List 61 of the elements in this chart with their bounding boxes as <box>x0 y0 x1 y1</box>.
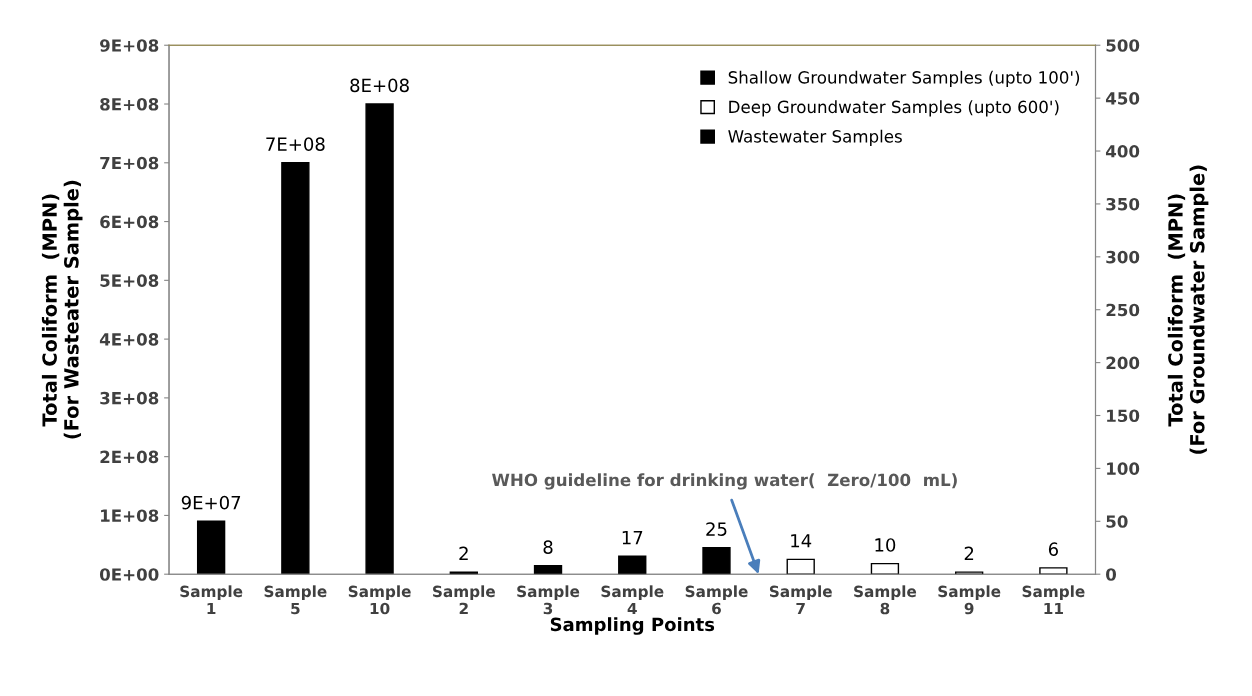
x-tick-label: Sample 4 <box>601 585 664 615</box>
bar <box>618 555 647 575</box>
bar <box>365 103 394 575</box>
data-label: 17 <box>622 530 643 545</box>
legend-label: Shallow Groundwater Samples (upto 100') <box>728 70 1080 87</box>
x-axis-title: Sampling Points <box>550 617 715 635</box>
y-tick-label: 4E+08 <box>99 333 159 346</box>
bar <box>1039 567 1068 575</box>
x-tick-label: Sample 10 <box>348 585 411 615</box>
x-tick-label: Sample 3 <box>517 585 580 615</box>
data-label: 8 <box>543 540 553 554</box>
y2-tick-label: 0 <box>1106 568 1117 581</box>
data-label: 9E+07 <box>181 495 241 510</box>
y2-tick-label: 400 <box>1105 144 1140 158</box>
legend-label: Deep Groundwater Samples (upto 600') <box>729 100 1059 117</box>
data-label: 6 <box>1048 542 1058 557</box>
x-tick-label: Sample 9 <box>938 585 1001 615</box>
y-tick-label: 3E+08 <box>100 391 159 405</box>
bar <box>533 565 563 575</box>
y2-tick-label: 500 <box>1106 39 1140 52</box>
y-tick-label: 1E+08 <box>101 509 159 522</box>
y-tick-label: 0E+00 <box>99 568 159 581</box>
data-label: 2 <box>964 546 974 560</box>
data-label: 14 <box>791 534 812 548</box>
data-label: 2 <box>459 546 468 560</box>
x-tick-label: Sample 6 <box>685 585 748 615</box>
bar <box>870 562 900 575</box>
y-tick-label: 9E+08 <box>100 39 159 52</box>
y2-tick-label: 300 <box>1106 250 1140 264</box>
x-tick-label: Sample 11 <box>1022 585 1085 615</box>
annotation: WHO guideline for drinking water( Zero/100 mL) <box>492 473 957 490</box>
x-tick-label: Sample 7 <box>769 585 832 615</box>
y2-tick-label: 450 <box>1105 92 1140 105</box>
y2-tick-label: 200 <box>1106 356 1140 370</box>
legend-label: Wastewater Samples <box>728 129 902 146</box>
y-tick-label: 5E+08 <box>100 274 159 287</box>
data-label: 8E+08 <box>350 78 409 93</box>
bar <box>281 162 310 575</box>
y2-tick-label: 350 <box>1106 197 1140 211</box>
data-label: 7E+08 <box>266 137 325 151</box>
y-tick-label: 8E+08 <box>100 97 159 111</box>
y2-tick-label: 250 <box>1106 303 1140 317</box>
x-tick-label: Sample 5 <box>264 585 327 615</box>
x-tick-label: Sample 1 <box>180 585 243 615</box>
y-tick-label: 6E+08 <box>100 215 159 229</box>
bar <box>196 520 226 575</box>
y2-tick-label: 150 <box>1107 409 1140 423</box>
y2-tick-label: 100 <box>1107 462 1140 475</box>
bar <box>702 547 731 575</box>
x-tick-label: Sample 2 <box>433 585 495 615</box>
bar <box>786 558 815 575</box>
y-tick-label: 2E+08 <box>100 450 159 464</box>
bar <box>954 571 984 575</box>
bar <box>449 571 478 575</box>
data-label: 10 <box>875 538 896 552</box>
y-tick-label: 7E+08 <box>100 156 159 170</box>
x-tick-label: Sample 8 <box>854 585 917 615</box>
data-label: 25 <box>706 522 727 536</box>
y2-axis-title: Total Coliform (MPN) (For Groundwater Sample) <box>1167 165 1209 454</box>
y-axis-title: Total Coliform (MPN) (For Wasteater Sample) <box>41 180 83 439</box>
y2-tick-label: 50 <box>1106 515 1128 528</box>
